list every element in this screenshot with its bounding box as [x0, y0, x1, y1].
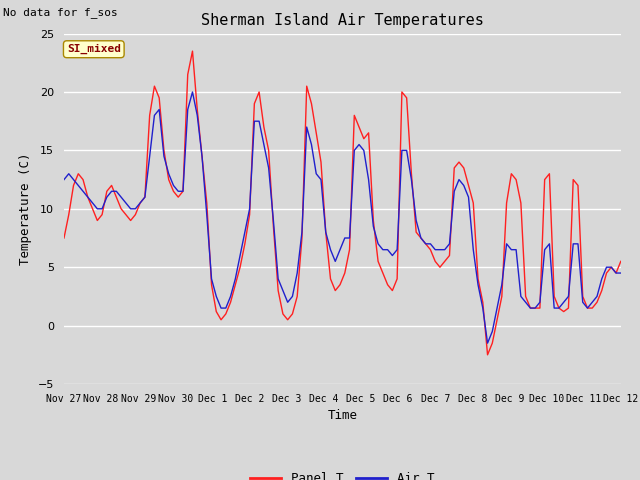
X-axis label: Time: Time — [328, 409, 357, 422]
Y-axis label: Temperature (C): Temperature (C) — [19, 153, 33, 265]
Text: No data for f_sos: No data for f_sos — [3, 7, 118, 18]
Title: Sherman Island Air Temperatures: Sherman Island Air Temperatures — [201, 13, 484, 28]
Text: SI_mixed: SI_mixed — [67, 44, 121, 54]
Legend: Panel T, Air T: Panel T, Air T — [245, 467, 440, 480]
